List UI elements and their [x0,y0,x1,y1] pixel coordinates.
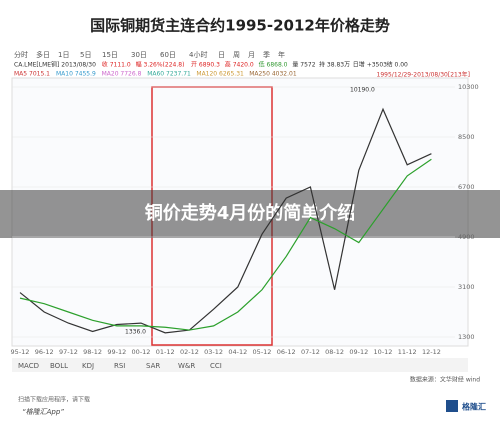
x-tick-label: 03-12 [204,348,223,356]
indicator-tab[interactable]: RSI [114,362,125,370]
info-item: 量 7572 [292,62,315,69]
x-tick-label: 99-12 [107,348,126,356]
x-tick-label: 12-12 [422,348,441,356]
toolbar-item[interactable]: 分时 [14,50,28,59]
toolbar-item[interactable]: 4小时 [189,50,207,59]
annotation: 10190.0 [350,87,375,94]
info-item: 幅 3.26%(224.8) [136,61,185,69]
info-item: 结 0.00 [387,61,408,69]
toolbar-item[interactable]: 1日 [58,51,69,59]
info-item: CA.LME[LME铜] 2013/08/30 [14,61,96,69]
x-tick-label: 04-12 [228,348,247,356]
price-line [19,158,432,331]
x-tick-label: 98-12 [83,348,102,356]
toolbar-item[interactable]: 年 [278,50,285,59]
ma-item: MA250 4032.01 [249,71,297,78]
toolbar-item[interactable]: 季 [263,50,270,59]
ma-item: MA10 7455.9 [56,71,96,78]
toolbar-item[interactable]: 30日 [131,51,147,59]
toolbar-item[interactable]: 月 [248,51,255,59]
y-tick-label: 6700 [458,183,475,191]
info-item: 收 7111.0 [102,61,131,69]
x-tick-label: 97-12 [59,348,78,356]
y-tick-label: 10300 [458,83,479,91]
ma-item: MA20 7726.8 [102,71,142,78]
indicator-tab[interactable]: SAR [146,362,160,370]
toolbar-item[interactable]: 多日 [36,50,50,59]
info-item: 高 7420.0 [225,61,254,69]
info-item: 日增 +3503 [353,61,387,69]
x-tick-label: 08-12 [325,348,344,356]
price-line [19,107,432,334]
x-tick-label: 10-12 [374,348,393,356]
indicator-bar [12,358,468,372]
indicator-tab[interactable]: W&R [178,362,195,370]
logo-icon [446,400,458,412]
y-tick-label: 4900 [458,233,475,241]
ma-item: MA5 7015.1 [14,71,50,78]
info-item: 持 38.83万 [319,61,350,69]
footer-line2: “格隆汇App” [22,408,64,416]
x-tick-label: 96-12 [35,348,54,356]
x-tick-label: 95-12 [11,348,30,356]
y-tick-label: 1300 [458,333,475,341]
x-tick-label: 11-12 [398,348,417,356]
banner-text: 铜价走势4月份的简单介绍 [145,202,356,224]
info-item: 开 6890.3 [191,62,220,69]
toolbar-item[interactable]: 60日 [160,51,176,59]
banner-band [0,190,500,238]
x-tick-label: 00-12 [132,348,151,356]
indicator-tab[interactable]: KDJ [82,362,94,370]
y-tick-label: 8500 [458,133,475,141]
annotation: 1336.0 [125,329,146,336]
toolbar-item[interactable]: 5日 [80,51,91,59]
indicator-tab[interactable]: BOLL [50,362,68,370]
toolbar-item[interactable]: 周 [233,51,240,59]
info-item: 低 6868.0 [259,61,288,69]
x-tick-label: 09-12 [349,348,368,356]
title: 国际铜期货主连合约1995-2012年价格走势 [90,17,390,35]
ma-item: MA60 7237.71 [147,71,191,78]
logo: 格隆汇 [462,402,486,412]
x-tick-label: 07-12 [301,348,320,356]
toolbar-item[interactable]: 15日 [102,51,118,59]
x-tick-label: 02-12 [180,348,199,356]
footer-line1: 扫描下载应用程序，请下载 [18,396,90,404]
source: 数据来源：文华财经 wind [410,376,480,384]
indicator-tab[interactable]: MACD [18,362,39,370]
y-tick-label: 3100 [458,283,475,291]
range-label: 1995/12/29-2013/08/30[213年] [377,71,470,79]
x-tick-label: 06-12 [277,348,296,356]
x-tick-label: 05-12 [253,348,272,356]
toolbar-item[interactable]: 日 [218,51,225,59]
ma-item: MA120 6265.31 [196,71,244,78]
indicator-tab[interactable]: CCI [210,362,222,370]
x-tick-label: 01-12 [156,348,175,356]
